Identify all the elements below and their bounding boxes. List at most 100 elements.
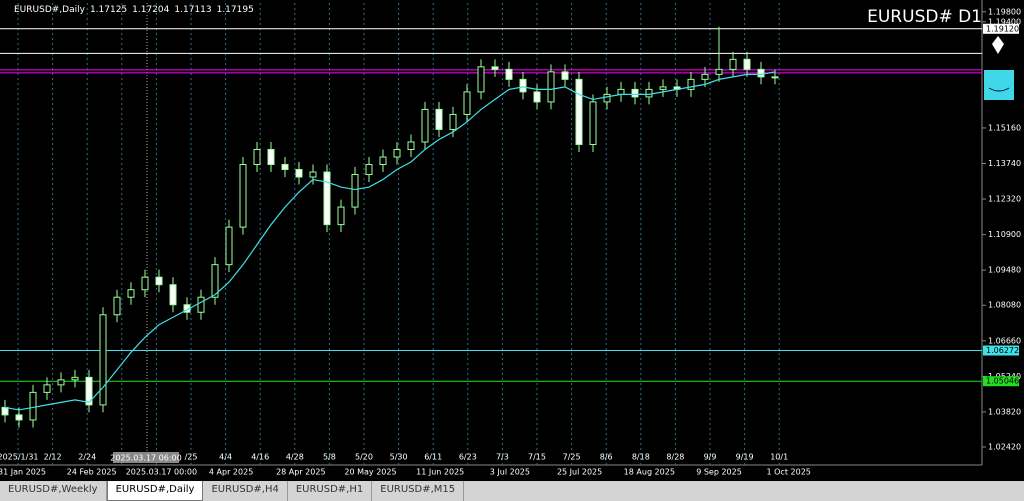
candle-body	[421, 108, 429, 143]
grid-label: 5/20	[355, 453, 373, 462]
candle-body	[351, 174, 359, 208]
grid-label: 2/12	[44, 453, 62, 462]
y-tick-label: 1.15160	[988, 123, 1021, 132]
grid-label: 2025/1/31	[0, 453, 39, 462]
candle-body	[729, 58, 737, 70]
y-tick-label: 1.19800	[988, 7, 1021, 16]
candle-body	[547, 71, 555, 103]
y-tick-label: 1.19400	[988, 17, 1021, 26]
candle-body	[29, 391, 37, 421]
grid-label: 4/16	[251, 453, 269, 462]
candle-body	[43, 384, 51, 393]
candle-body	[253, 148, 261, 166]
candle-body	[99, 314, 107, 406]
y-tick-label: 1.03820	[988, 407, 1021, 416]
chart-tab[interactable]: EURUSD#,Weekly	[0, 481, 107, 501]
candle-body	[281, 164, 289, 171]
y-tick-label: 1.08080	[988, 301, 1021, 310]
y-tick-label: 1.06660	[988, 336, 1021, 345]
grid-label: 6/11	[424, 453, 442, 462]
chart-tab[interactable]: EURUSD#,M15	[372, 481, 465, 501]
grid-label: 4/28	[286, 453, 304, 462]
candle-body	[505, 68, 513, 80]
grid-label: 9/9	[704, 453, 717, 462]
candle-body	[365, 164, 373, 176]
grid-label: 8/18	[632, 453, 650, 462]
candle-body	[1, 406, 9, 416]
candle-body	[491, 66, 499, 70]
crosshair-label: 2025.03.17 06:00	[110, 454, 181, 463]
grid-label: 8/28	[666, 453, 684, 462]
grid-label: /25	[185, 453, 198, 462]
candle-body	[631, 88, 639, 98]
candle-body	[211, 264, 219, 298]
candle-body	[113, 296, 121, 316]
candle-body	[71, 376, 79, 381]
candle-body	[617, 88, 625, 95]
candle-body	[197, 296, 205, 313]
candle-body	[323, 171, 331, 226]
grid-label: 9/19	[736, 453, 754, 462]
date-label: 18 Aug 2025	[624, 468, 675, 477]
candle-body	[127, 289, 135, 298]
candle-body	[155, 276, 163, 286]
chart-header: EURUSD#,Daily 1.17125 1.17204 1.17113 1.1719…	[14, 5, 254, 15]
candle-body	[477, 66, 485, 93]
moving-average	[4, 71, 776, 411]
chart-title: EURUSD# D1	[867, 7, 982, 27]
price-level-label: 1.19120	[986, 24, 1019, 33]
candle-body	[743, 58, 751, 70]
quote-value: 1.17195	[217, 5, 254, 15]
candle-body	[463, 91, 471, 115]
indicator-icon-glyph	[988, 87, 1010, 92]
candle-body	[715, 68, 723, 75]
date-label: 2025.03.17 00:00	[126, 468, 197, 477]
candle-body	[169, 284, 177, 306]
date-label: 9 Sep 2025	[696, 468, 742, 477]
y-tick-label: 1.02420	[988, 442, 1021, 451]
chart-tab[interactable]: EURUSD#,Daily	[106, 481, 204, 501]
pen-icon[interactable]	[992, 36, 1004, 54]
date-label: 24 Feb 2025	[67, 468, 117, 477]
candle-body	[589, 101, 597, 145]
candle-body	[603, 93, 611, 103]
grid-label: 8/6	[600, 453, 613, 462]
grid-label: 5/30	[390, 453, 408, 462]
candle-body	[57, 379, 65, 386]
candle-body	[701, 73, 709, 80]
price-level-tag	[983, 345, 1019, 356]
chart-tab[interactable]: EURUSD#,H4	[203, 481, 288, 501]
price-level-tag	[983, 376, 1019, 387]
grid-label: 4/4	[219, 453, 232, 462]
y-tick-label: 1.09480	[988, 266, 1021, 275]
grid-label: 7/3	[496, 453, 509, 462]
candle-body	[757, 68, 765, 78]
candle-body	[561, 71, 569, 80]
indicator-icon[interactable]	[984, 70, 1014, 100]
candle-body	[519, 78, 527, 93]
grid-label: 7/25	[563, 453, 581, 462]
quote-value: 1.17204	[132, 5, 169, 15]
quote-value: 1.17125	[90, 5, 127, 15]
candle-body	[309, 171, 317, 178]
candle-body	[225, 226, 233, 266]
grid-label: 5/8	[323, 453, 336, 462]
grid-label: 10/1	[770, 453, 788, 462]
date-label: 3 Jul 2025	[490, 468, 530, 477]
candle-body	[575, 78, 583, 145]
date-label: 31 Jan 2025	[0, 468, 46, 477]
quote-value: 1.17113	[174, 5, 211, 15]
chart-background	[0, 0, 1024, 481]
tab-bar: EURUSD#,Weekly EURUSD#,Daily EURUSD#,H4 EUR…	[0, 481, 1024, 501]
date-label: 1 Oct 2025	[767, 468, 811, 477]
symbol: EURUSD#,Daily	[14, 5, 86, 15]
chart-tab[interactable]: EURUSD#,H1	[288, 481, 373, 501]
date-label: 11 Jun 2025	[416, 468, 464, 477]
candle-body	[533, 91, 541, 103]
candle-body	[659, 86, 667, 90]
candle-body	[239, 164, 247, 228]
crosshair-box	[113, 452, 179, 463]
grid-label: 2/24	[78, 453, 96, 462]
candle-body	[85, 376, 93, 406]
